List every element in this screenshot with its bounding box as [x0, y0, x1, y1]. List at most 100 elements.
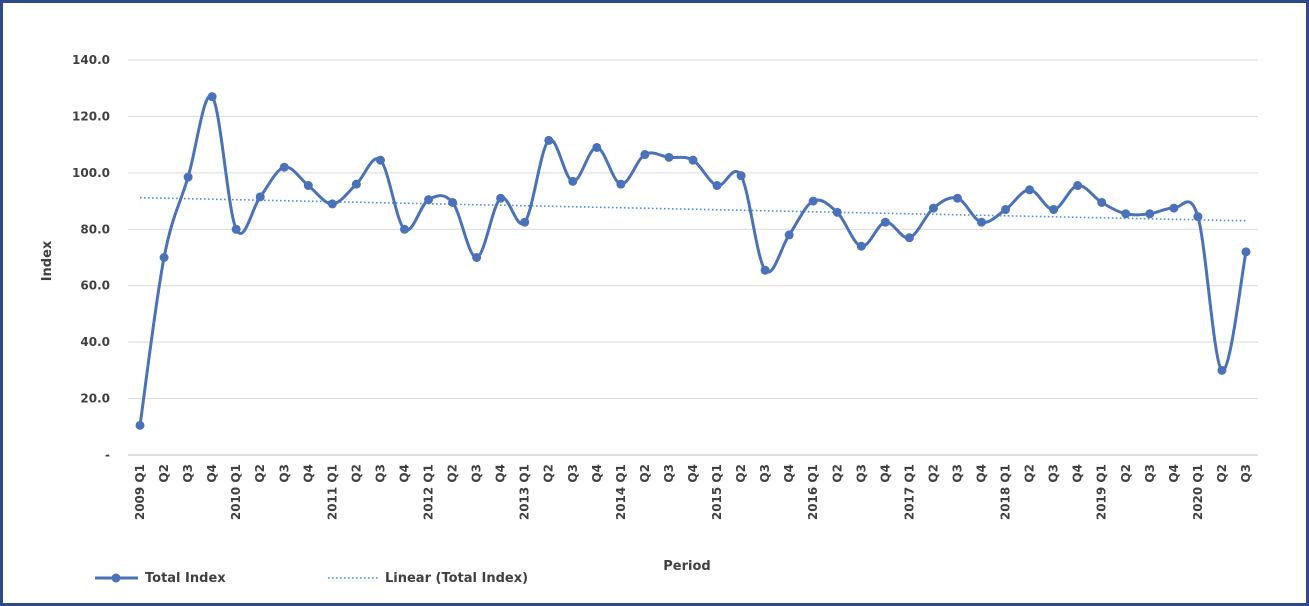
data-point[interactable]: [640, 150, 650, 160]
x-axis-title: Period: [663, 559, 710, 574]
trendline-linear: [140, 196, 1246, 222]
data-point[interactable]: [856, 241, 866, 251]
x-tick-label: Q4: [782, 464, 796, 483]
x-tick-label: Q3: [950, 464, 964, 483]
x-tick-label: Q3: [758, 464, 772, 483]
data-point[interactable]: [135, 420, 145, 430]
data-point[interactable]: [1241, 247, 1251, 257]
legend-item-linear-trend[interactable]: Linear (Total Index): [328, 571, 528, 586]
x-tick-label: Q3: [373, 464, 387, 483]
data-point[interactable]: [688, 155, 698, 165]
x-tick-label: Q4: [975, 464, 989, 483]
data-point[interactable]: [664, 152, 674, 162]
x-tick-label: Q2: [1023, 464, 1037, 483]
data-point[interactable]: [1025, 185, 1035, 195]
x-tick-label: Q2: [638, 464, 652, 483]
data-point[interactable]: [159, 253, 169, 262]
data-point[interactable]: [303, 181, 313, 191]
x-tick-label: Q2: [830, 464, 844, 483]
x-tick-label: Q2: [157, 464, 171, 483]
x-tick-label: Q4: [1167, 464, 1181, 483]
data-point[interactable]: [760, 265, 770, 275]
data-point[interactable]: [1001, 205, 1011, 215]
data-point[interactable]: [496, 193, 506, 203]
x-tick-label: Q4: [494, 464, 508, 483]
line-chart: - 20.0 40.0 60.0 80.0 100.0 120.0 140.0 2009 Q1…: [40, 53, 1258, 586]
data-point[interactable]: [1145, 209, 1155, 219]
data-point[interactable]: [544, 135, 554, 145]
data-point[interactable]: [520, 217, 530, 227]
x-tick-label: Q2: [253, 464, 267, 483]
trendline-group: [140, 196, 1246, 222]
data-point[interactable]: [616, 179, 626, 189]
x-tick-label: 2018 Q1: [999, 464, 1013, 520]
y-tick-label: 80.0: [80, 222, 110, 236]
data-point[interactable]: [1193, 212, 1203, 222]
x-tick-label: 2012 Q1: [422, 464, 436, 520]
x-tick-label: Q2: [542, 464, 556, 483]
legend-item-total-index[interactable]: Total Index: [95, 571, 226, 586]
series-group: [135, 92, 1251, 430]
data-point[interactable]: [279, 162, 289, 172]
x-tick-label: Q2: [1215, 464, 1229, 483]
x-tick-label: Q2: [446, 464, 460, 483]
x-tick-label: Q2: [926, 464, 940, 483]
data-point[interactable]: [231, 224, 241, 234]
data-point[interactable]: [568, 176, 578, 186]
data-point[interactable]: [1097, 197, 1107, 207]
data-point[interactable]: [592, 142, 602, 152]
data-point[interactable]: [1169, 203, 1179, 213]
x-tick-label: 2019 Q1: [1095, 464, 1109, 520]
x-tick-label: 2011 Q1: [325, 464, 339, 520]
x-tick-label: Q2: [1119, 464, 1133, 483]
data-point[interactable]: [1217, 365, 1227, 375]
data-point[interactable]: [327, 199, 337, 209]
x-axis-ticks: 2009 Q1 Q2 Q3 Q4 2010 Q1 Q2 Q3 Q4 2011 Q1 Q2 Q3 Q4 2…: [133, 464, 1253, 520]
data-point[interactable]: [977, 217, 987, 227]
x-tick-label: 2009 Q1: [133, 464, 147, 520]
data-point[interactable]: [1121, 209, 1131, 219]
data-point[interactable]: [736, 171, 746, 181]
data-point[interactable]: [448, 197, 458, 207]
y-tick-label: 100.0: [72, 166, 110, 180]
x-tick-label: Q3: [1239, 464, 1253, 483]
gridlines: [128, 59, 1258, 456]
data-point[interactable]: [424, 195, 434, 205]
data-point[interactable]: [952, 193, 962, 203]
x-tick-label: 2014 Q1: [614, 464, 628, 520]
data-point[interactable]: [1073, 181, 1083, 191]
data-point[interactable]: [832, 207, 842, 217]
data-point[interactable]: [928, 203, 938, 213]
x-tick-label: Q4: [878, 464, 892, 483]
legend-marker-total-index: [111, 573, 121, 583]
data-point[interactable]: [904, 233, 914, 243]
x-tick-label: Q3: [854, 464, 868, 483]
data-point[interactable]: [808, 196, 818, 206]
x-tick-label: Q3: [181, 464, 195, 483]
x-tick-label: Q3: [662, 464, 676, 483]
data-point[interactable]: [472, 253, 482, 262]
data-point[interactable]: [399, 224, 409, 234]
y-tick-label: 120.0: [72, 109, 110, 123]
data-point[interactable]: [255, 192, 265, 202]
data-point[interactable]: [1049, 205, 1059, 215]
x-tick-label: Q4: [590, 464, 604, 483]
y-axis-ticks: - 20.0 40.0 60.0 80.0 100.0 120.0 140.0: [72, 53, 110, 462]
y-axis-title: Index: [40, 240, 55, 281]
data-point[interactable]: [712, 181, 722, 191]
data-point[interactable]: [207, 92, 217, 102]
y-tick-label: 40.0: [80, 335, 110, 349]
x-tick-label: Q4: [301, 464, 315, 483]
y-tick-label: 140.0: [72, 53, 110, 67]
x-tick-label: Q4: [397, 464, 411, 483]
x-tick-label: 2013 Q1: [518, 464, 532, 520]
data-point[interactable]: [183, 172, 193, 182]
x-tick-label: Q4: [686, 464, 700, 483]
legend-label-total-index: Total Index: [145, 571, 226, 586]
data-point[interactable]: [784, 230, 794, 240]
data-point[interactable]: [351, 179, 361, 189]
data-point[interactable]: [880, 217, 890, 227]
data-point[interactable]: [375, 155, 385, 165]
x-tick-label: Q4: [205, 464, 219, 483]
